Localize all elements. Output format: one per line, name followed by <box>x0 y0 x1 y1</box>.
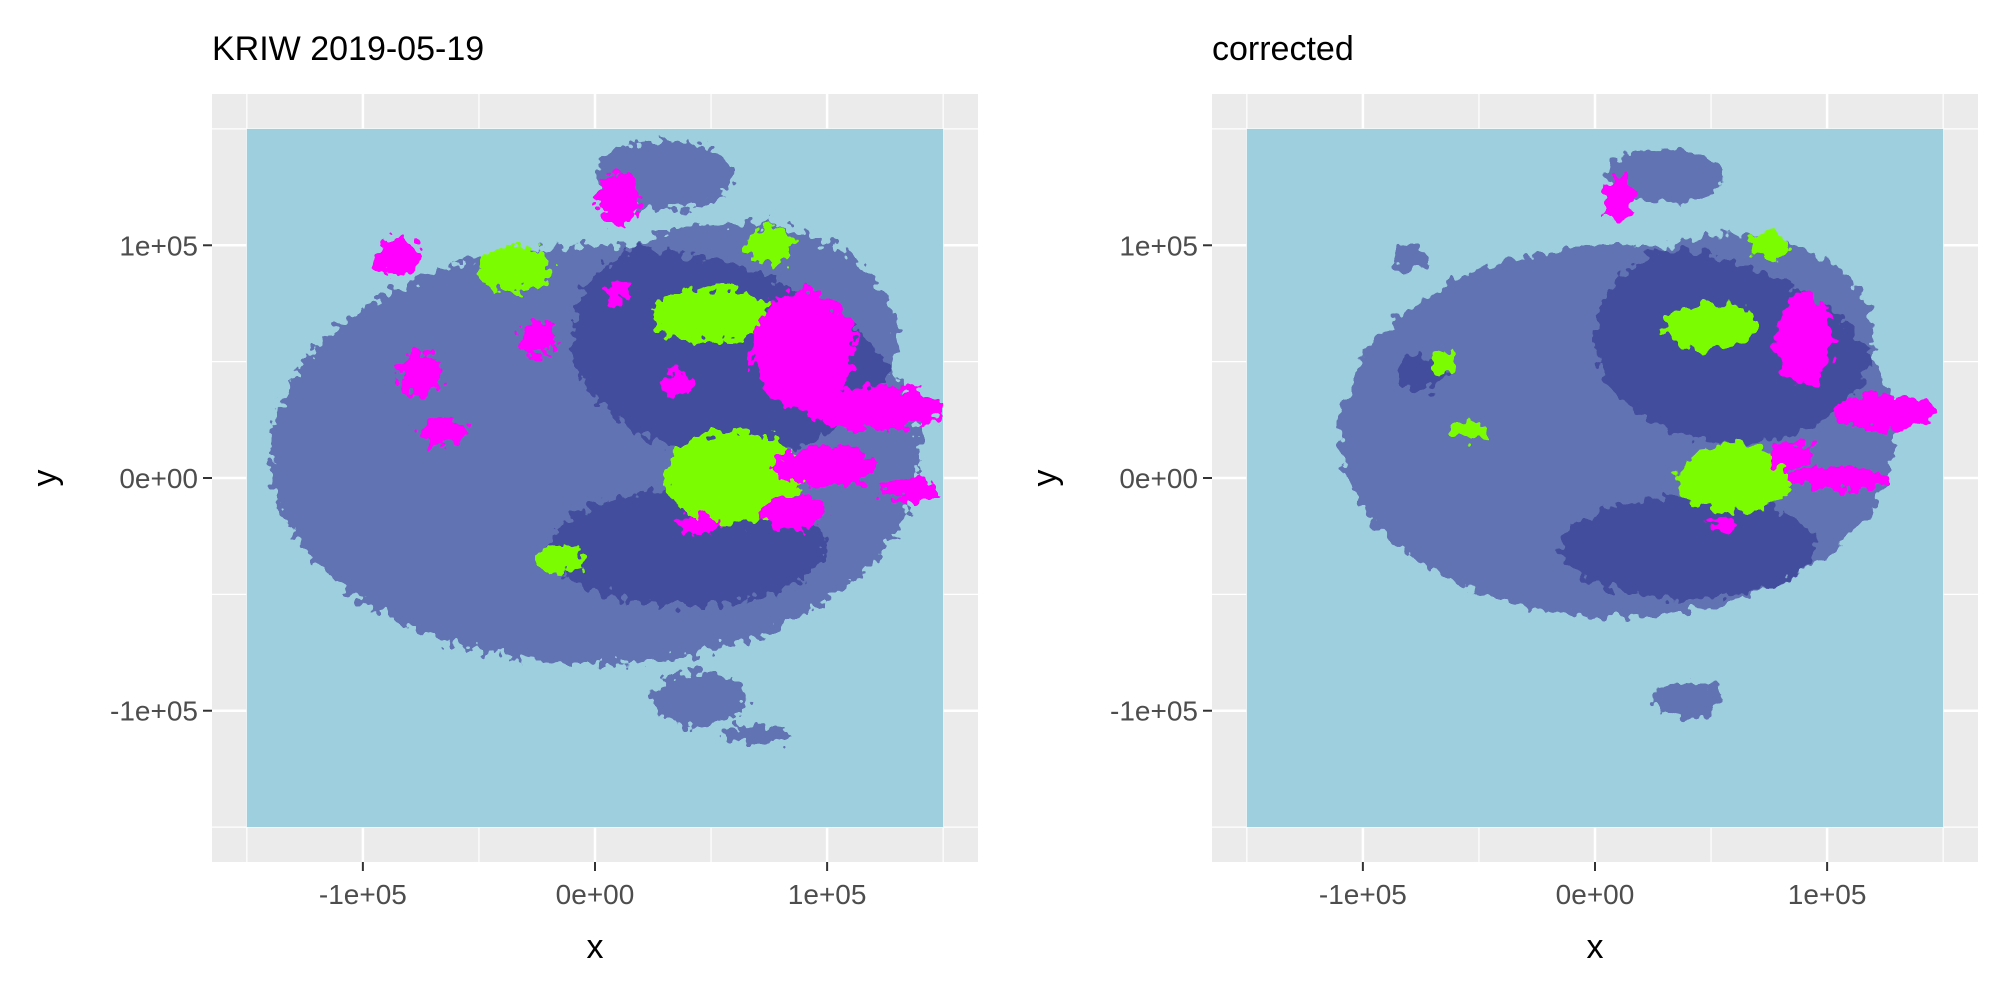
panel-title-left: KRIW 2019-05-19 <box>212 30 484 68</box>
echo-region-level-3 <box>374 238 421 276</box>
echo-region-level-3 <box>1787 466 1890 490</box>
panel-right: corrected -1e+05 0e+00 1e+05 -1e+05 0e+00 1e… <box>1026 30 1978 966</box>
echo-region-level-1 <box>1390 242 1428 271</box>
echo-region-level-3 <box>659 370 693 399</box>
echo-region-level-2 <box>1448 422 1486 441</box>
echo-region-level-3 <box>1834 394 1937 432</box>
y-axis-title-right: y <box>1026 470 1064 487</box>
x-tick-label: 1e+05 <box>788 879 867 910</box>
echo-region-level-2 <box>476 245 551 292</box>
x-tick-label: -1e+05 <box>319 879 407 910</box>
echo-region-level-2 <box>1664 303 1758 350</box>
echo-region-level-3 <box>400 350 442 397</box>
echo-region-level-2 <box>536 545 584 574</box>
echo-region-level-1 <box>653 671 746 728</box>
echo-region-level-3 <box>803 387 944 430</box>
echo-region-level-1 <box>1653 680 1723 718</box>
echo-region-level-3 <box>518 319 556 357</box>
echo-region-level-3 <box>420 417 468 446</box>
echo-region-level-2 <box>1430 350 1459 374</box>
x-axis-title-right: x <box>1587 928 1604 966</box>
echo-region-level-3 <box>1769 440 1816 469</box>
echo-region-level-3 <box>1776 291 1832 385</box>
panel-title-right: corrected <box>1212 30 1354 68</box>
x-tick-label: 0e+00 <box>556 879 635 910</box>
y-tick-label: 1e+05 <box>119 230 198 261</box>
echo-region-level-3 <box>752 289 855 411</box>
echo-region-level-1 <box>722 724 793 744</box>
y-axis-title-left: y <box>26 470 64 487</box>
echo-region-level-3 <box>597 170 640 227</box>
x-tick-label: 0e+00 <box>1556 879 1635 910</box>
y-axis-left: -1e+05 0e+00 1e+05 <box>110 230 212 727</box>
echo-region-level-2 <box>745 226 793 264</box>
echo-region-level-3 <box>1601 175 1635 223</box>
echo-region-level-1 <box>1560 496 1816 600</box>
x-tick-label: 1e+05 <box>1788 879 1867 910</box>
panel-left: KRIW 2019-05-19 -1e+05 0e+00 1e+05 -1e+05 0… <box>26 30 978 966</box>
echo-region-level-2 <box>1750 231 1788 260</box>
echo-region-level-3 <box>680 515 719 534</box>
echo-region-level-3 <box>759 494 825 532</box>
heatmap-right <box>1246 128 1944 828</box>
echo-region-level-3 <box>880 478 937 502</box>
echo-region-level-3 <box>604 280 633 304</box>
y-tick-label: 0e+00 <box>1119 463 1198 494</box>
y-axis-right: -1e+05 0e+00 1e+05 <box>1110 230 1212 727</box>
y-tick-label: 1e+05 <box>1119 230 1198 261</box>
echo-region-level-3 <box>776 445 879 488</box>
raster-regions <box>270 140 944 744</box>
x-axis-title-left: x <box>587 928 604 966</box>
y-tick-label: -1e+05 <box>1110 696 1198 727</box>
y-tick-label: 0e+00 <box>119 463 198 494</box>
echo-region-level-2 <box>1676 443 1793 513</box>
echo-region-level-2 <box>653 287 770 344</box>
raster-regions <box>1339 147 1937 718</box>
heatmap-left <box>246 128 944 828</box>
echo-region-level-1 <box>1606 147 1723 204</box>
x-axis-right: -1e+05 0e+00 1e+05 <box>1319 862 1867 910</box>
x-tick-label: -1e+05 <box>1319 879 1407 910</box>
y-tick-label: -1e+05 <box>110 696 198 727</box>
x-axis-left: -1e+05 0e+00 1e+05 <box>319 862 867 910</box>
echo-region-level-3 <box>1708 517 1737 532</box>
